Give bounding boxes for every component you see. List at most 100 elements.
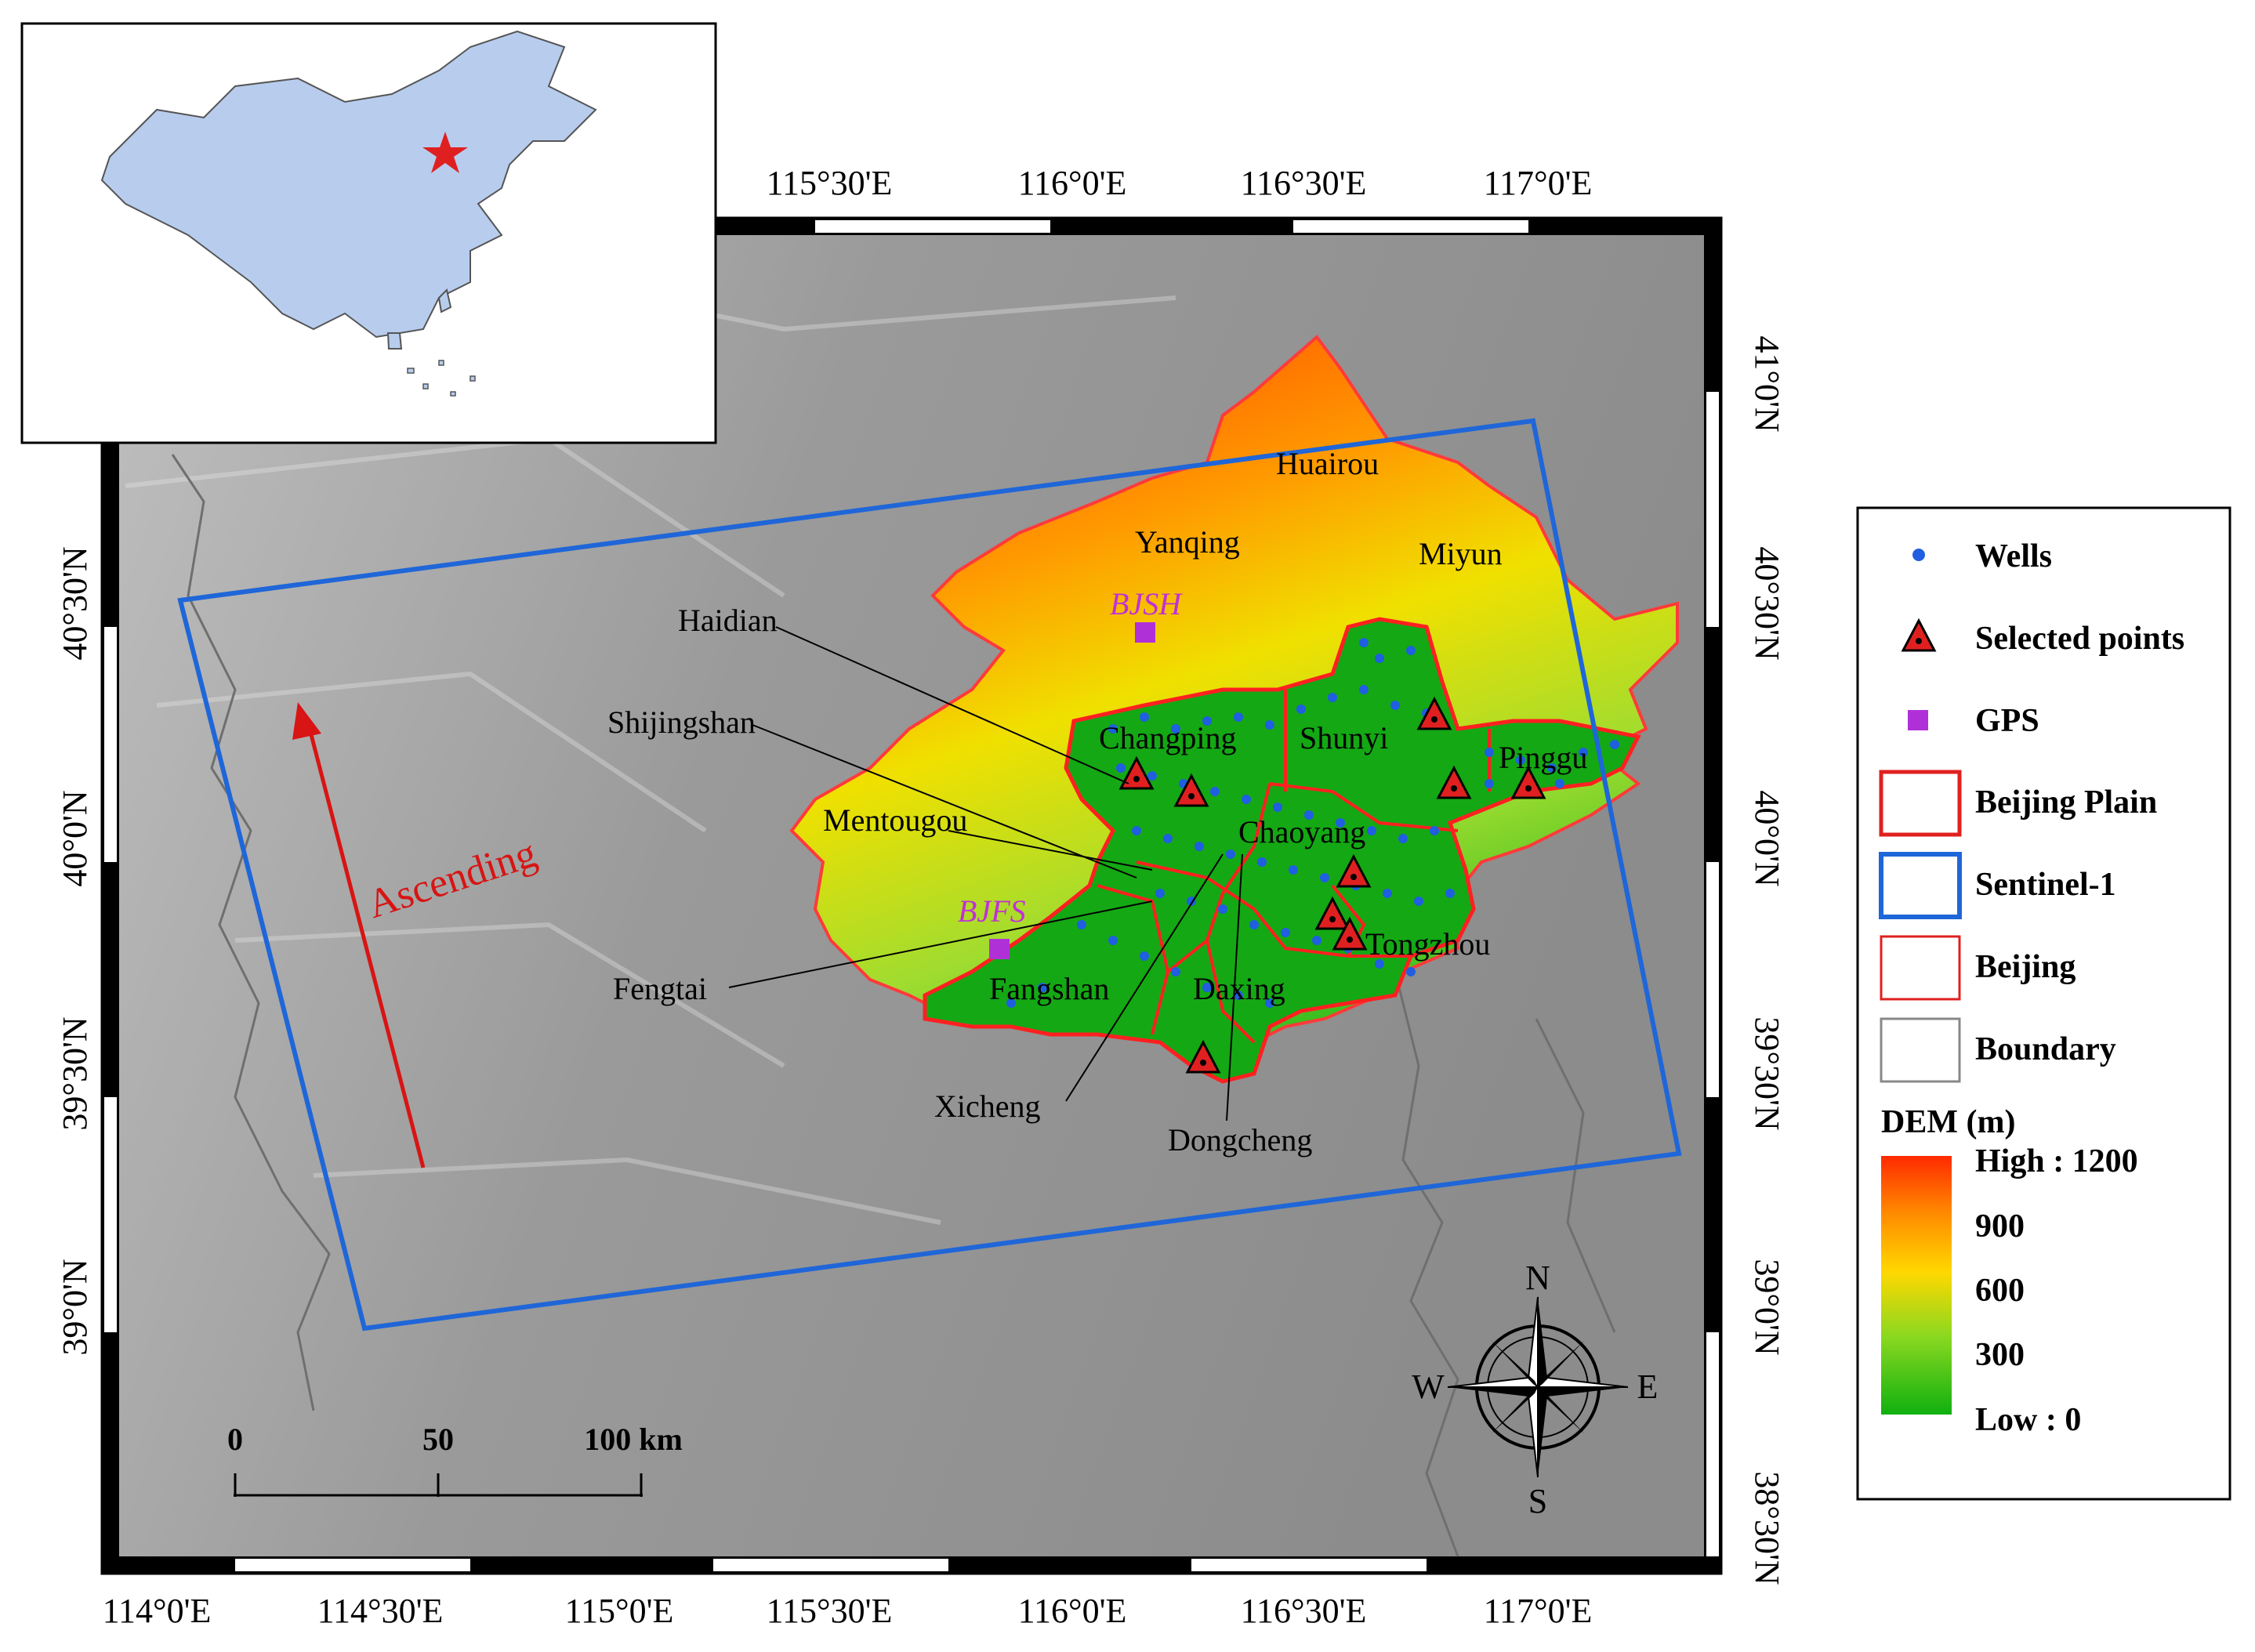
legend-selected-icon: [1901, 618, 1937, 652]
lon-label-bottom: 114°30'E: [317, 1592, 444, 1630]
dem-tick-label: 600: [1975, 1273, 2025, 1309]
label-tongzhou: Tongzhou: [1365, 926, 1490, 962]
well-point: [1390, 701, 1400, 710]
label-fengtai: Fengtai: [613, 971, 707, 1006]
well-point: [1359, 685, 1369, 694]
well-point: [1265, 998, 1274, 1008]
well-point: [1163, 834, 1173, 843]
well-point: [1202, 716, 1212, 726]
label-yanqing: Yanqing: [1135, 524, 1240, 560]
legend-plain-swatch: [1879, 770, 1962, 837]
lon-label-bottom: 114°0'E: [103, 1592, 212, 1630]
bottom-longitude-labels: 114°0'E 114°30'E 115°0'E 115°30'E 116°0'…: [103, 1592, 1593, 1630]
well-point: [1006, 998, 1016, 1008]
label-mentougou: Mentougou: [823, 802, 967, 838]
well-point: [1234, 712, 1243, 722]
district-labels: Huairou Yanqing Miyun Haidian Shijingsha…: [607, 446, 1587, 1157]
legend-selected-label: Selected points: [1975, 621, 2184, 657]
well-point: [1398, 834, 1408, 843]
label-haidian: Haidian: [678, 603, 778, 638]
well-point: [1406, 646, 1416, 655]
legend-boundary-label: Boundary: [1975, 1031, 2116, 1067]
dem-tick-label: High : 1200: [1975, 1143, 2138, 1179]
well-point: [1226, 850, 1235, 859]
china-outline: [100, 30, 597, 339]
ascending-arrow: [292, 702, 426, 1168]
well-point: [1147, 771, 1157, 781]
well-point: [1547, 763, 1557, 773]
gps-stations-layer: BJSH BJFS: [958, 586, 1183, 959]
well-point: [1367, 826, 1376, 835]
label-huairou: Huairou: [1276, 446, 1379, 481]
lon-label-bottom: 116°0'E: [1018, 1592, 1127, 1630]
well-point: [1414, 897, 1423, 906]
lat-label-right: 39°0'N: [1748, 1259, 1786, 1355]
legend: Wells Selected points GPS Beijing Plain …: [1856, 506, 2231, 1501]
well-point: [1273, 802, 1282, 812]
well-point: [1359, 638, 1369, 647]
well-point: [1242, 795, 1251, 804]
lon-label-bottom: 116°30'E: [1241, 1592, 1367, 1630]
well-point: [1516, 755, 1525, 765]
well-point: [1108, 936, 1118, 945]
well-point: [1155, 889, 1165, 898]
lon-label-bottom: 115°30'E: [767, 1592, 893, 1630]
legend-dem-title: DEM (m): [1881, 1104, 2015, 1140]
dem-tick-label: 900: [1975, 1208, 2025, 1244]
leader-lines: [728, 626, 1243, 1121]
well-point: [1445, 889, 1455, 898]
label-miyun: Miyun: [1419, 536, 1503, 571]
wells-layer: [1006, 638, 1619, 1008]
scale-label-0: 0: [227, 1422, 243, 1457]
compass-e: E: [1637, 1368, 1659, 1406]
legend-wells-dot: [1912, 549, 1925, 561]
legend-sentinel-label: Sentinel-1: [1975, 867, 2116, 903]
dem-tick-label: 300: [1975, 1337, 2025, 1373]
legend-boundary-swatch: [1880, 1017, 1961, 1083]
lon-label-top: 116°30'E: [1241, 164, 1367, 202]
lat-label-right: 41°0'N: [1748, 335, 1786, 432]
well-point: [1406, 967, 1416, 976]
compass-n: N: [1525, 1259, 1550, 1297]
well-point: [1132, 826, 1141, 835]
lat-label-left: 40°30'N: [56, 546, 94, 660]
selected-point: [1185, 1039, 1221, 1074]
selected-point: [1173, 773, 1209, 807]
gps-station-label-bjsh: BJSH: [1110, 586, 1183, 621]
well-point: [1281, 928, 1290, 937]
well-point: [1610, 740, 1619, 749]
label-dongcheng: Dongcheng: [1168, 1122, 1312, 1157]
well-point: [1077, 920, 1086, 929]
label-fangshan: Fangshan: [989, 971, 1109, 1006]
label-chaoyang: Chaoyang: [1238, 814, 1365, 850]
dem-colorbar: [1881, 1156, 1952, 1415]
well-point: [1202, 983, 1212, 992]
well-point: [1485, 779, 1494, 788]
lat-label-right: 40°30'N: [1748, 546, 1786, 660]
lat-label-right: 38°30'N: [1748, 1471, 1786, 1585]
left-latitude-labels: 40°30'N 40°0'N 39°30'N 39°0'N: [56, 546, 94, 1355]
well-point: [1195, 842, 1204, 851]
well-point: [1140, 712, 1149, 722]
lon-label-bottom: 115°0'E: [565, 1592, 674, 1630]
beijing-star-icon: [422, 132, 468, 173]
label-xicheng: Xicheng: [934, 1089, 1041, 1124]
selected-point: [1332, 916, 1368, 951]
lat-label-left: 40°0'N: [56, 790, 94, 886]
selected-point: [1416, 696, 1452, 730]
well-point: [1171, 724, 1180, 734]
label-changping: Changping: [1099, 720, 1237, 755]
lon-label-top: 117°0'E: [1484, 164, 1593, 202]
label-shijingshan: Shijingshan: [607, 705, 756, 740]
well-point: [1336, 818, 1345, 828]
scale-bar: 0 50 100 km: [227, 1422, 683, 1497]
selected-points-layer: [1118, 696, 1546, 1074]
well-point: [1171, 967, 1180, 976]
compass-s: S: [1528, 1482, 1547, 1520]
compass-rose-icon: N S E W: [1412, 1259, 1658, 1520]
compass-w: W: [1412, 1368, 1445, 1406]
dem-tick-label: Low : 0: [1975, 1402, 2081, 1438]
well-point: [1430, 826, 1439, 835]
